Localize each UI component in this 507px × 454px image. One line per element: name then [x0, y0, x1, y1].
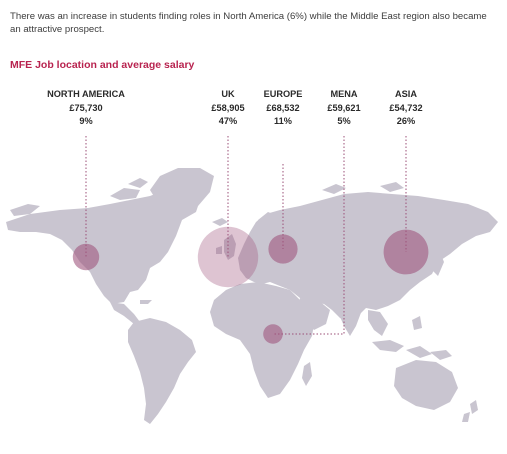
region-salary: £68,532: [266, 102, 300, 113]
share-bubble-asia: [383, 229, 429, 275]
region-salary: £54,732: [389, 102, 423, 113]
share-bubbles: [72, 226, 429, 344]
intro-paragraph: There was an increase in students findin…: [10, 11, 487, 35]
region-name: EUROPE: [263, 89, 303, 99]
region-salary: £75,730: [69, 102, 103, 113]
region-name: UK: [221, 89, 235, 99]
region-label-north-america: NORTH AMERICA £75,730 9%: [47, 88, 125, 129]
section-title: MFE Job location and average salary: [10, 59, 195, 71]
region-label-europe: EUROPE £68,532 11%: [264, 88, 303, 129]
share-bubble-mena: [263, 324, 283, 344]
region-share: 47%: [218, 116, 238, 126]
region-label-uk: UK £58,905 47%: [211, 88, 244, 129]
share-bubble-uk: [197, 226, 259, 288]
world-map-land: [6, 168, 498, 424]
share-bubble-north-america: [72, 243, 100, 271]
connector-line-mena: [273, 136, 345, 335]
region-name: MENA: [330, 89, 358, 99]
region-label-asia: ASIA £54,732 26%: [389, 88, 422, 129]
region-salary: £59,621: [327, 102, 361, 113]
share-bubble-europe: [268, 234, 298, 264]
region-share: 9%: [79, 116, 93, 126]
region-name: NORTH AMERICA: [47, 89, 125, 99]
region-share: 11%: [274, 116, 292, 126]
region-share: 26%: [396, 116, 416, 126]
region-salary: £58,905: [211, 102, 245, 113]
region-name: ASIA: [395, 89, 417, 99]
region-share: 5%: [337, 116, 351, 126]
region-label-mena: MENA £59,621 5%: [327, 88, 360, 129]
